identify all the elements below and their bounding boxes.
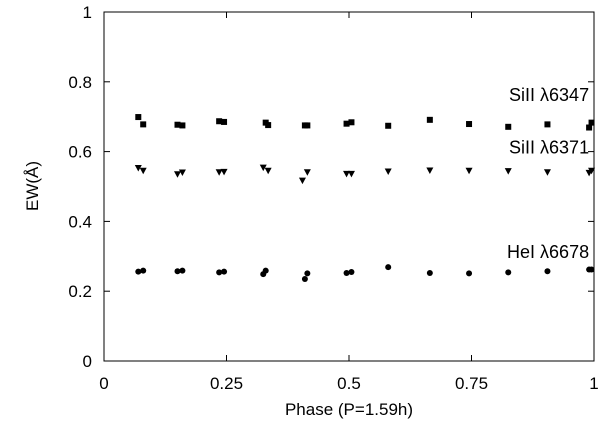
x-axis-label: Phase (P=1.59h) — [285, 400, 413, 419]
circle-point — [304, 270, 311, 277]
square-point — [544, 121, 551, 128]
triangle-point — [134, 165, 142, 172]
x-tick-label: 0.5 — [337, 374, 361, 393]
series-triangle-down — [134, 164, 596, 185]
plot-frame — [103, 11, 595, 362]
square-point — [385, 122, 392, 129]
circle-point — [135, 268, 142, 275]
data-points — [134, 114, 596, 282]
series-circle — [135, 264, 595, 282]
y-tick-label: 1 — [83, 3, 92, 22]
square-point — [586, 124, 593, 131]
triangle-point — [139, 167, 147, 175]
series-square — [135, 114, 595, 131]
x-tick-label: 1 — [589, 374, 598, 393]
x-tick-label: 0.25 — [210, 374, 243, 393]
square-point — [348, 119, 355, 126]
circle-point — [505, 269, 512, 276]
triangle-point — [588, 167, 596, 175]
circle-point — [140, 267, 147, 274]
square-point — [265, 122, 272, 129]
square-point — [426, 116, 433, 123]
square-point — [174, 121, 181, 128]
square-point — [179, 122, 186, 129]
y-tick-label: 0.8 — [68, 73, 92, 92]
triangle-point — [220, 168, 228, 176]
square-point — [135, 114, 142, 121]
circle-point — [221, 268, 228, 275]
circle-point — [174, 268, 181, 275]
circle-point — [466, 270, 473, 277]
triangle-point — [259, 164, 267, 172]
x-tick-label: 0.75 — [455, 374, 488, 393]
series-annotation: HeI λ6678 — [507, 242, 589, 262]
square-point — [505, 123, 512, 130]
x-tick-label: 0 — [99, 374, 108, 393]
triangle-point — [178, 169, 186, 177]
triangle-point — [465, 167, 473, 175]
triangle-point — [303, 169, 311, 176]
y-tick-label: 0 — [83, 352, 92, 371]
square-point — [343, 120, 350, 127]
triangle-point — [174, 171, 181, 178]
tick-labels: 0 0.25 0.5 0.75 1 0 0.2 0.4 0.6 0.8 1 — [68, 3, 598, 393]
series-annotations: SiII λ6347 SiII λ6371 HeI λ6678 — [507, 85, 589, 262]
square-point — [466, 121, 473, 128]
triangle-point — [298, 177, 306, 185]
circle-point — [179, 267, 186, 274]
y-axis-label: EW(Å) — [23, 161, 42, 211]
y-tick-label: 0.2 — [68, 282, 92, 301]
triangle-point — [215, 169, 223, 176]
circle-point — [348, 269, 355, 276]
triangle-point — [504, 168, 512, 175]
y-tick-label: 0.4 — [68, 212, 92, 231]
series-annotation: SiII λ6347 — [509, 85, 589, 105]
axis-ticks — [103, 11, 595, 362]
circle-point — [262, 267, 269, 274]
square-point — [304, 122, 311, 129]
square-point — [216, 118, 223, 125]
circle-point — [301, 275, 308, 282]
series-annotation: SiII λ6371 — [509, 137, 589, 157]
triangle-point — [543, 169, 551, 176]
circle-point — [544, 268, 551, 275]
triangle-point — [384, 168, 392, 175]
circle-point — [588, 266, 595, 273]
square-point — [221, 118, 228, 125]
y-tick-label: 0.6 — [68, 143, 92, 162]
triangle-point — [347, 170, 355, 178]
circle-point — [385, 264, 392, 271]
square-point — [588, 119, 595, 126]
triangle-point — [426, 167, 434, 174]
square-point — [140, 121, 147, 128]
triangle-point — [264, 167, 272, 175]
triangle-point — [343, 170, 351, 178]
circle-point — [343, 270, 350, 277]
circle-point — [216, 269, 223, 276]
circle-point — [426, 270, 433, 277]
